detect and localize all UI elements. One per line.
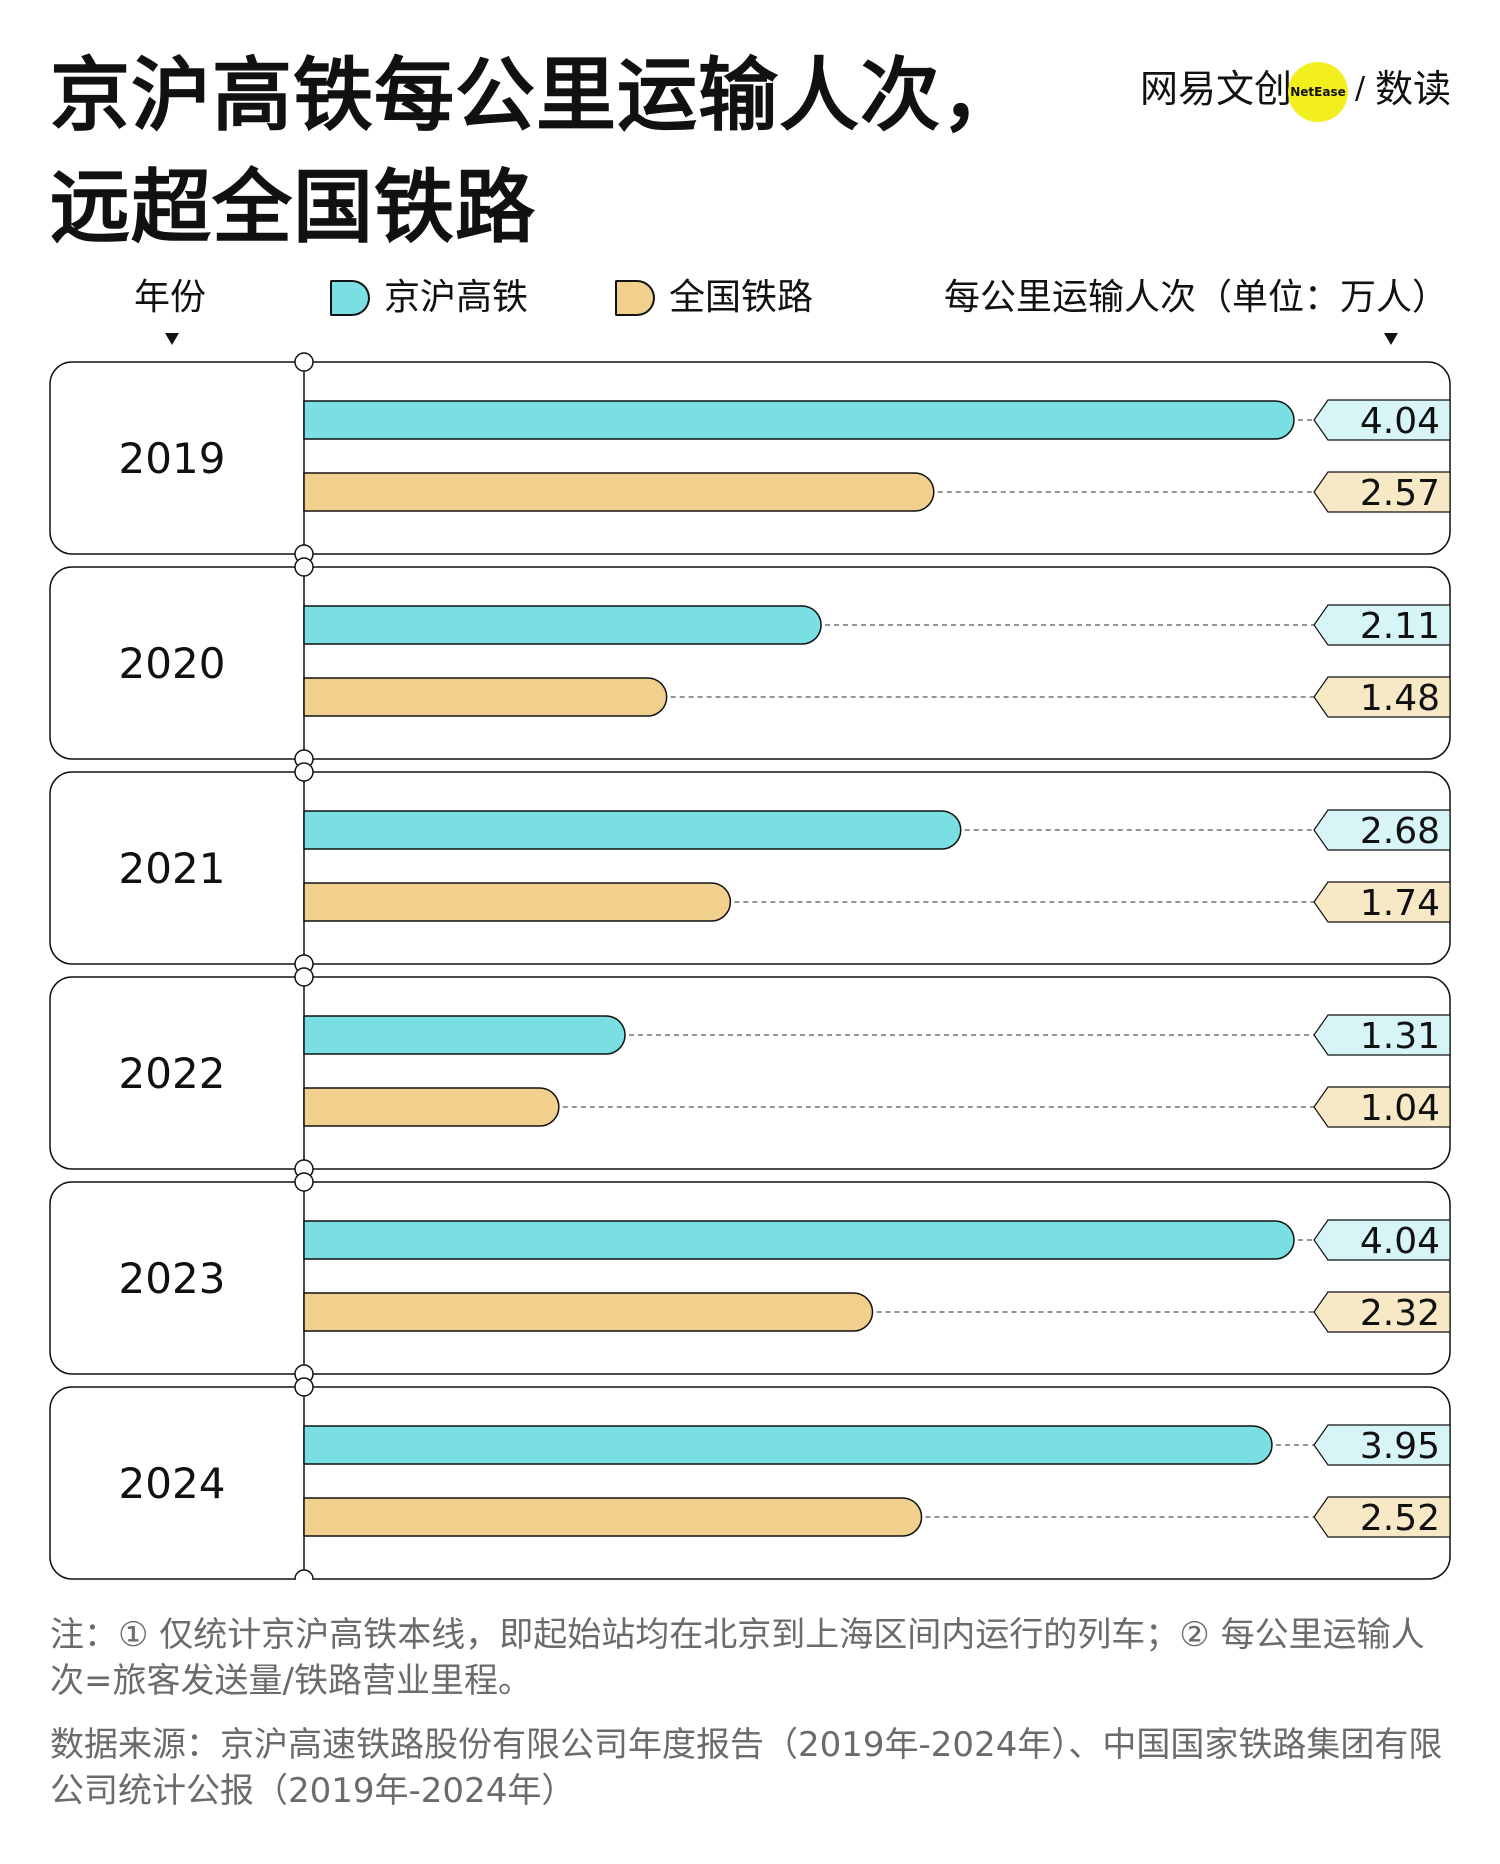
- value-tag-national: [1313, 1086, 1451, 1128]
- value-tag-hsr: [1313, 1219, 1451, 1261]
- value-tag-national: [1313, 1496, 1451, 1538]
- legend-national-swatch: [615, 280, 655, 316]
- bar-national: [303, 882, 732, 922]
- bar-chart: 2019 4.04 2.57 2020 2.11 1.48 2021 2.68 1.74 2022…: [49, 352, 1451, 1580]
- value-label-national: 2.32: [1360, 1293, 1440, 1334]
- bar-national: [303, 1087, 560, 1127]
- year-label: 2019: [119, 434, 226, 483]
- value-tag-national: [1313, 471, 1451, 513]
- value-tag-hsr: [1313, 1424, 1451, 1466]
- year-label: 2020: [119, 639, 226, 688]
- value-label-national: 1.48: [1360, 678, 1440, 719]
- value-label-hsr: 4.04: [1360, 1221, 1440, 1262]
- notch-top-icon: [294, 762, 314, 782]
- bar-hsr: [303, 1425, 1273, 1465]
- chart-title: 京沪高铁每公里运输人次， 远超全国铁路: [50, 40, 1022, 264]
- value-label-national: 2.52: [1360, 1498, 1440, 1539]
- value-label-hsr: 2.68: [1360, 811, 1440, 852]
- value-tag-national: [1313, 676, 1451, 718]
- value-tag-national: [1313, 1291, 1451, 1333]
- year-panel: [49, 771, 1451, 965]
- unit-label: 每公里运输人次（单位：万人）: [943, 277, 1448, 318]
- year-panel: [49, 1181, 1451, 1375]
- bar-national: [303, 1497, 923, 1537]
- brand-badge: NetEase: [1288, 62, 1348, 122]
- chart-note: 注：① 仅统计京沪高铁本线，即起始站均在北京到上海区间内运行的列车；② 每公里运…: [50, 1615, 1425, 1701]
- bar-hsr: [303, 810, 962, 850]
- legend-hsr-swatch: [330, 280, 370, 316]
- notch-top-icon: [294, 1172, 314, 1192]
- legend-national-label: 全国铁路: [669, 277, 814, 318]
- bar-national: [303, 1292, 874, 1332]
- year-label: 2022: [119, 1049, 226, 1098]
- value-label-hsr: 2.11: [1360, 606, 1440, 647]
- notch-top-icon: [294, 352, 314, 372]
- bar-national: [303, 472, 935, 512]
- bar-hsr: [303, 400, 1295, 440]
- year-column-label: 年份: [134, 277, 207, 318]
- notch-top-icon: [294, 557, 314, 577]
- value-tag-hsr: [1313, 399, 1451, 441]
- year-label: 2024: [119, 1459, 226, 1508]
- brand-column: 数读: [1375, 67, 1452, 111]
- value-label-national: 2.57: [1360, 473, 1440, 514]
- value-label-national: 1.74: [1360, 883, 1440, 924]
- bar-hsr: [303, 1015, 626, 1055]
- value-tag-national: [1313, 881, 1451, 923]
- value-label-national: 1.04: [1360, 1088, 1440, 1129]
- year-panel: [49, 1386, 1451, 1580]
- year-panel: [49, 361, 1451, 555]
- value-tag-hsr: [1313, 809, 1451, 851]
- value-tag-hsr: [1313, 604, 1451, 646]
- brand-logo: 网易文创 NetEase / 数读: [1140, 62, 1460, 122]
- year-arrow-icon: [165, 333, 179, 345]
- brand-slash: /: [1355, 71, 1366, 106]
- bar-national: [303, 677, 668, 717]
- notch-top-icon: [294, 1377, 314, 1397]
- notch-bottom-icon: [294, 1569, 314, 1580]
- value-label-hsr: 3.95: [1360, 1426, 1440, 1467]
- data-source: 数据来源：京沪高速铁路股份有限公司年度报告（2019年-2024年）、中国国家铁…: [50, 1725, 1443, 1811]
- year-panel: [49, 566, 1451, 760]
- legend-hsr-label: 京沪高铁: [384, 277, 529, 318]
- year-label: 2021: [119, 844, 226, 893]
- value-tag-hsr: [1313, 1014, 1451, 1056]
- bar-hsr: [303, 1220, 1295, 1260]
- notch-top-icon: [294, 967, 314, 987]
- title-line-2: 远超全国铁路: [50, 161, 536, 254]
- year-panel: [49, 976, 1451, 1170]
- year-label: 2023: [119, 1254, 226, 1303]
- brand-name: 网易文创: [1140, 67, 1293, 111]
- value-label-hsr: 1.31: [1360, 1016, 1440, 1057]
- value-label-hsr: 4.04: [1360, 401, 1440, 442]
- bar-hsr: [303, 605, 822, 645]
- title-line-1: 京沪高铁每公里运输人次，: [50, 49, 1022, 142]
- unit-arrow-icon: [1384, 333, 1398, 345]
